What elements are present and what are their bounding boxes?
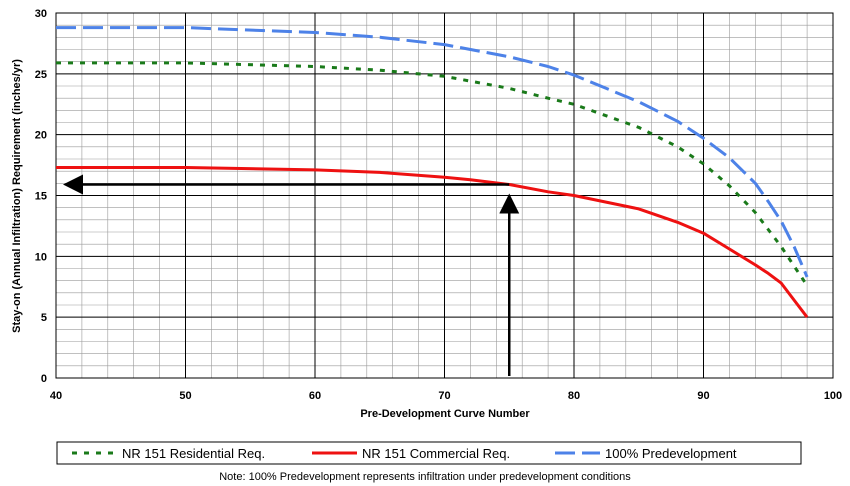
x-axis-ticks: 40 50 60 70 80 90 100: [50, 390, 842, 402]
legend-label: NR 151 Commercial Req.: [362, 446, 510, 461]
series-line: [56, 26, 809, 278]
y-tick-label: 15: [35, 191, 47, 203]
major-gridlines: [55, 12, 834, 379]
series-line: [56, 61, 809, 287]
legend: NR 151 Residential Req. NR 151 Commercial…: [56, 441, 802, 465]
x-tick-label: 40: [50, 390, 62, 402]
legend-label: 100% Predevelopment: [605, 446, 737, 461]
y-tick-label: 10: [35, 251, 47, 263]
y-tick-label: 30: [35, 8, 47, 20]
legend-box: [56, 441, 802, 465]
x-tick-label: 80: [568, 390, 580, 402]
x-tick-label: 90: [697, 390, 709, 402]
y-axis-title: Stay-on (Annual Infiltration) Requiremen…: [11, 59, 23, 333]
footnote: Note: 100% Predevelopment represents inf…: [219, 471, 631, 483]
y-tick-label: 0: [41, 373, 47, 385]
series-lines: [56, 26, 809, 319]
y-tick-label: 20: [35, 130, 47, 142]
x-tick-label: 50: [179, 390, 191, 402]
y-tick-label: 5: [41, 312, 47, 324]
x-tick-label: 100: [824, 390, 842, 402]
x-tick-label: 70: [438, 390, 450, 402]
arrow-annotation: [63, 174, 520, 376]
x-tick-label: 60: [309, 390, 321, 402]
y-axis-ticks: 0 5 10 15 20 25 30: [35, 8, 47, 385]
x-axis-title: Pre-Development Curve Number: [360, 408, 530, 420]
series-line: [56, 166, 809, 319]
y-tick-label: 25: [35, 69, 47, 81]
legend-label: NR 151 Residential Req.: [122, 446, 265, 461]
plot-area: [55, 12, 834, 379]
